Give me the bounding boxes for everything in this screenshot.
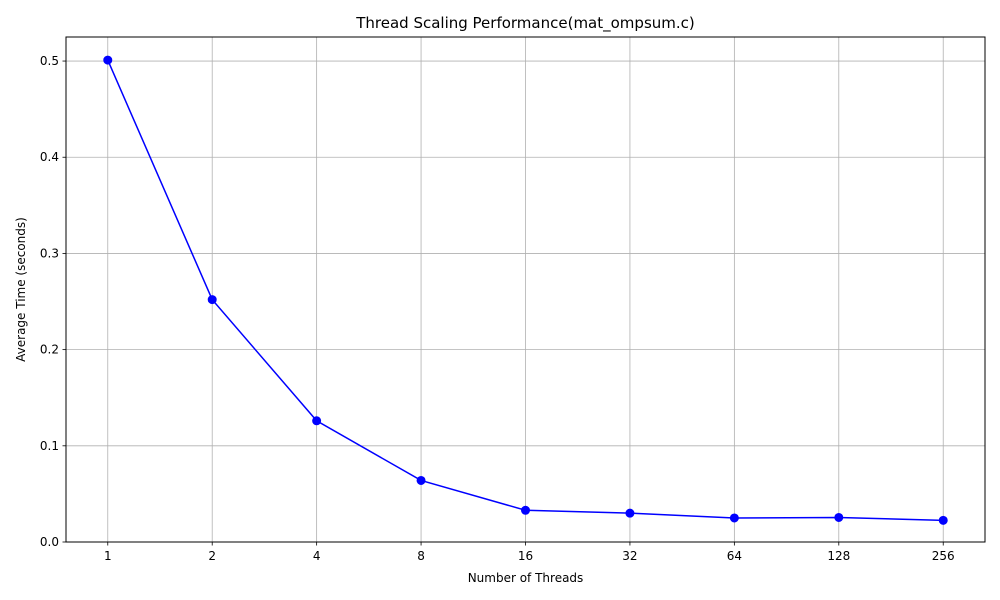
data-point	[625, 508, 635, 518]
data-point	[312, 416, 322, 426]
x-tick-label: 1	[104, 549, 112, 563]
data-point	[938, 515, 948, 525]
x-axis-label: Number of Threads	[468, 571, 584, 585]
x-tick-label: 32	[622, 549, 637, 563]
x-tick-label: 4	[313, 549, 321, 563]
data-point	[729, 513, 739, 523]
y-tick-label: 0.2	[40, 343, 59, 357]
y-tick-label: 0.0	[40, 535, 59, 549]
x-tick-label: 128	[827, 549, 850, 563]
y-tick-label: 0.3	[40, 246, 59, 260]
chart-title: Thread Scaling Performance(mat_ompsum.c)	[355, 14, 695, 33]
data-point	[834, 512, 844, 522]
data-point	[103, 55, 113, 65]
x-tick-label: 8	[417, 549, 425, 563]
x-tick-label: 16	[518, 549, 533, 563]
x-tick-label: 64	[727, 549, 742, 563]
data-point	[521, 505, 530, 515]
y-axis-label: Average Time (seconds)	[14, 217, 28, 362]
data-point	[207, 295, 217, 305]
series-layer	[103, 55, 948, 525]
x-axis-ticks: 1 2 4 8 16 32 64 128 256	[104, 542, 955, 563]
grid-lines	[66, 37, 985, 543]
y-tick-label: 0.5	[40, 54, 59, 68]
x-tick-label: 2	[208, 549, 216, 563]
y-tick-label: 0.4	[40, 150, 59, 164]
data-point	[416, 475, 426, 485]
y-axis-ticks: 0.0 0.1 0.2 0.3 0.4 0.5	[40, 54, 66, 549]
x-tick-label: 256	[932, 549, 955, 563]
y-tick-label: 0.1	[40, 439, 59, 453]
